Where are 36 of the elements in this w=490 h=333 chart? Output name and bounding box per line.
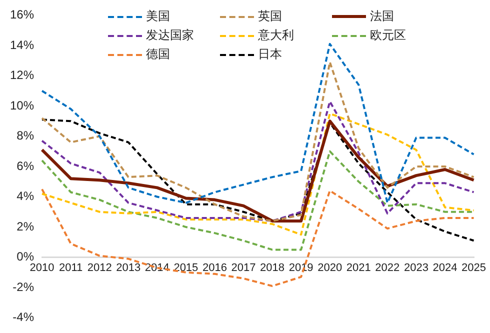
legend-label: 英国	[258, 8, 282, 25]
legend-label: 发达国家	[146, 27, 194, 44]
line-series	[41, 42, 475, 204]
x-tick-label: 2012	[87, 262, 112, 274]
y-tick-label: 14%	[10, 38, 34, 52]
x-tick-label: 2024	[432, 262, 458, 274]
x-tick-label: 2013	[116, 262, 141, 274]
x-tick-label: 2021	[346, 262, 371, 274]
legend-label: 欧元区	[370, 27, 406, 44]
y-tick-label: 8%	[16, 128, 34, 143]
x-tick-label: 2023	[404, 262, 428, 274]
legend-label: 意大利	[258, 27, 294, 44]
y-tick-label: 6%	[16, 158, 34, 173]
legend-label: 法国	[370, 8, 394, 25]
y-tick-label: -4%	[12, 310, 34, 324]
legend-label: 美国	[146, 8, 170, 25]
x-tick-label: 2025	[462, 262, 486, 274]
y-tick-label: 4%	[16, 189, 34, 204]
line-series	[41, 61, 475, 222]
line-series	[41, 100, 475, 222]
x-tick-label: 2010	[30, 262, 54, 274]
legend-label: 日本	[258, 46, 282, 63]
x-tick-label: 2022	[375, 262, 400, 274]
y-tick-label: 12%	[10, 68, 34, 82]
y-tick-label: 0%	[16, 250, 34, 264]
x-tick-label: 2017	[231, 262, 256, 274]
legend-label: 德国	[146, 46, 170, 63]
line-series	[41, 150, 475, 251]
y-tick-label: 10%	[10, 98, 34, 112]
x-tick-label: 2020	[318, 262, 342, 274]
x-tick-label: 2018	[260, 262, 285, 274]
y-tick-label: 2%	[16, 219, 34, 234]
x-tick-label: 2016	[202, 262, 227, 274]
x-tick-label: 2011	[58, 262, 83, 274]
y-tick-label: 16%	[10, 8, 34, 22]
y-tick-label: -2%	[12, 280, 34, 294]
